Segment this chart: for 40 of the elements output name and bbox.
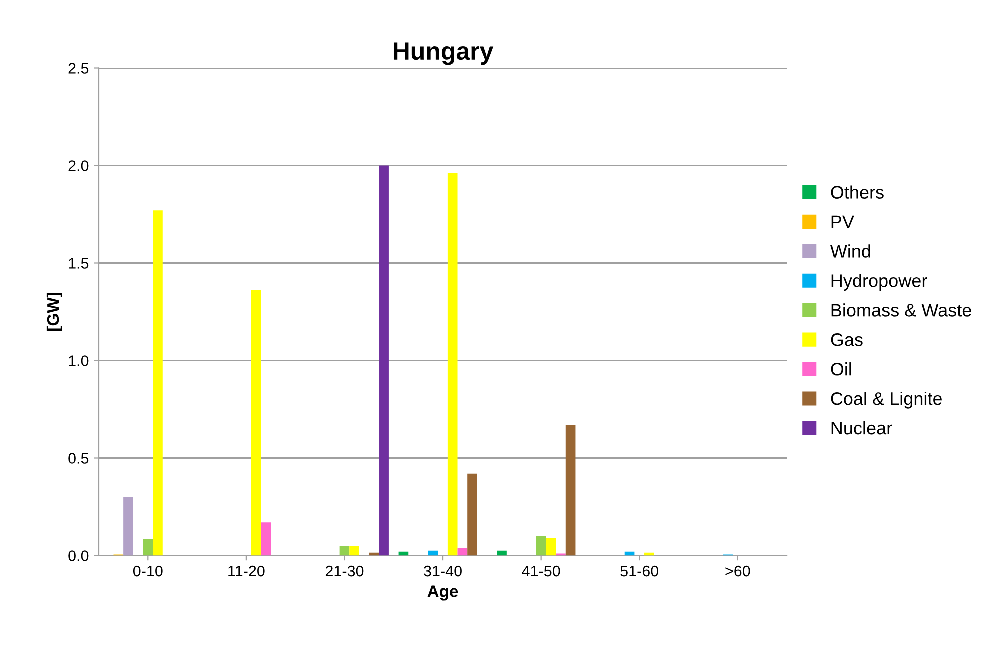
x-tick-label: 0-10	[133, 566, 163, 577]
x-tick-label: 41-50	[522, 566, 560, 577]
bar	[536, 536, 546, 556]
x-tick-label: >60	[726, 566, 750, 577]
legend-label: Oil	[831, 362, 852, 376]
x-axis-title: Age	[428, 586, 458, 601]
y-tick-label: 0.0	[68, 550, 89, 562]
y-axis-title: [GW]	[46, 293, 62, 331]
legend-label: Others	[831, 186, 884, 199]
bar	[468, 474, 478, 556]
y-tick-label: 2.5	[68, 63, 89, 74]
bar	[379, 166, 389, 556]
y-tick-label: 0.5	[68, 453, 89, 464]
bar	[546, 538, 556, 556]
x-tick-label: 11-20	[228, 566, 265, 577]
bar	[261, 522, 272, 556]
bar	[143, 539, 154, 556]
x-tick-label: 31-40	[424, 566, 462, 577]
bar	[448, 174, 458, 556]
bar	[350, 546, 360, 556]
x-tick-label: 21-30	[326, 566, 364, 577]
y-tick-label: 1.5	[69, 258, 89, 269]
legend-label: Nuclear	[832, 421, 892, 435]
chart-title: Hungary	[394, 42, 494, 66]
bar	[124, 497, 134, 556]
bar	[566, 425, 576, 556]
y-tick-label: 2.0	[68, 160, 89, 172]
y-tick-label: 1.0	[69, 356, 89, 366]
x-tick-label: 51-60	[620, 566, 659, 577]
bar	[153, 210, 163, 556]
legend-label: Coal & Lignite	[831, 392, 942, 409]
bar	[251, 290, 262, 556]
legend-label: PV	[832, 216, 854, 228]
legend-label: Wind	[830, 244, 870, 258]
bar	[458, 548, 468, 556]
legend-label: Biomass & Waste	[832, 304, 972, 317]
legend-label: Hydropower	[832, 274, 928, 291]
legend-label: Gas	[831, 334, 863, 346]
bar	[497, 550, 507, 556]
bar	[340, 546, 350, 556]
